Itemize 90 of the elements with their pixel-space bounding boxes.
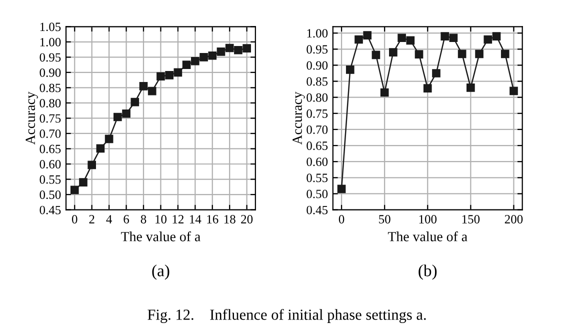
point <box>242 44 251 52</box>
point <box>492 32 501 40</box>
y-tick-label: 0.95 <box>306 45 328 54</box>
point <box>70 186 79 194</box>
point <box>208 51 217 60</box>
y-tick-label: 0.50 <box>306 190 328 198</box>
y-tick-label: 0.60 <box>40 160 61 169</box>
point <box>354 35 363 44</box>
point <box>234 46 242 54</box>
y-tick-label: 0.90 <box>306 61 328 70</box>
point <box>346 66 354 74</box>
point <box>156 72 165 81</box>
point <box>165 71 174 80</box>
y-tick-label: 0.55 <box>306 174 328 182</box>
text: (b) <box>418 264 437 280</box>
point <box>363 31 372 40</box>
y-tick-label: 0.80 <box>40 98 61 108</box>
y-tick-label: 0.65 <box>40 144 61 154</box>
y-tick-label: 0.45 <box>306 206 328 214</box>
y-tick-label: 1.05 <box>40 22 61 32</box>
x-tick-label: 0 <box>72 215 78 224</box>
point <box>449 34 458 42</box>
point <box>372 50 380 60</box>
x-tick-label: 6 <box>124 215 130 224</box>
y-tick-label: 0.75 <box>40 114 61 123</box>
x-axis-title: The value of a <box>121 231 200 242</box>
point <box>216 48 226 56</box>
x-tick-label: 14 <box>190 215 202 224</box>
point <box>389 48 398 57</box>
point <box>440 32 450 40</box>
point <box>182 60 191 69</box>
x-tick-label: 150 <box>462 215 480 224</box>
point <box>337 184 346 194</box>
x-tick-label: 8 <box>140 215 146 224</box>
y-tick-label: 0.70 <box>306 125 328 134</box>
x-tick-label: 16 <box>207 215 218 224</box>
point <box>380 88 389 97</box>
x-tick-label: 20 <box>241 215 253 224</box>
y-tick-label: 0.50 <box>40 190 61 200</box>
x-tick-label: 2 <box>89 215 94 224</box>
point <box>114 112 122 122</box>
point <box>432 69 440 78</box>
point <box>406 36 415 45</box>
caption: Fig. 12. Influence of initial phase settings a. <box>148 308 426 324</box>
point <box>130 98 140 106</box>
x-tick-label: 18 <box>224 215 236 224</box>
x-tick-label: 0 <box>338 215 344 224</box>
y-tick-label: 0.60 <box>306 158 328 166</box>
y-tick-label: 0.90 <box>40 68 61 77</box>
y-tick-label: 0.75 <box>306 109 328 118</box>
point <box>484 35 492 44</box>
x-tick-label: 50 <box>379 215 390 224</box>
point <box>475 50 484 58</box>
x-tick-label: 200 <box>504 215 523 224</box>
y-tick-label: 0.70 <box>40 130 61 138</box>
x-axis-title: The value of a <box>388 231 468 242</box>
y-tick-label: 0.85 <box>306 77 328 86</box>
y-tick-label: 1.00 <box>307 29 328 38</box>
point <box>414 50 424 58</box>
point <box>458 50 466 58</box>
point <box>79 178 88 186</box>
point <box>122 109 130 118</box>
y-tick-label: 0.95 <box>40 53 61 62</box>
point <box>190 56 200 66</box>
point <box>139 82 148 90</box>
point <box>174 68 182 77</box>
y-tick-label: 0.80 <box>306 93 328 102</box>
point <box>398 34 406 42</box>
x-tick-label: 10 <box>156 215 166 224</box>
y-tick-label: 0.45 <box>40 206 61 214</box>
point <box>423 84 432 92</box>
point <box>225 44 234 52</box>
point <box>88 160 96 170</box>
point <box>200 53 208 62</box>
point <box>148 86 156 96</box>
y-tick-label: 0.85 <box>40 84 61 92</box>
y-tick-label: 0.55 <box>40 175 61 184</box>
point <box>104 134 114 144</box>
y-axis-title: Accuracy <box>26 92 38 145</box>
text: (a) <box>152 264 170 280</box>
point <box>96 144 105 153</box>
x-tick-label: 100 <box>419 215 437 224</box>
point <box>510 86 518 96</box>
y-tick-label: 1.00 <box>40 38 61 46</box>
y-tick-label: 0.65 <box>306 142 328 150</box>
point <box>466 84 475 92</box>
x-tick-label: 12 <box>172 215 184 224</box>
x-tick-label: 4 <box>106 215 112 224</box>
point <box>500 50 510 58</box>
y-axis-title: Accuracy <box>292 92 305 145</box>
